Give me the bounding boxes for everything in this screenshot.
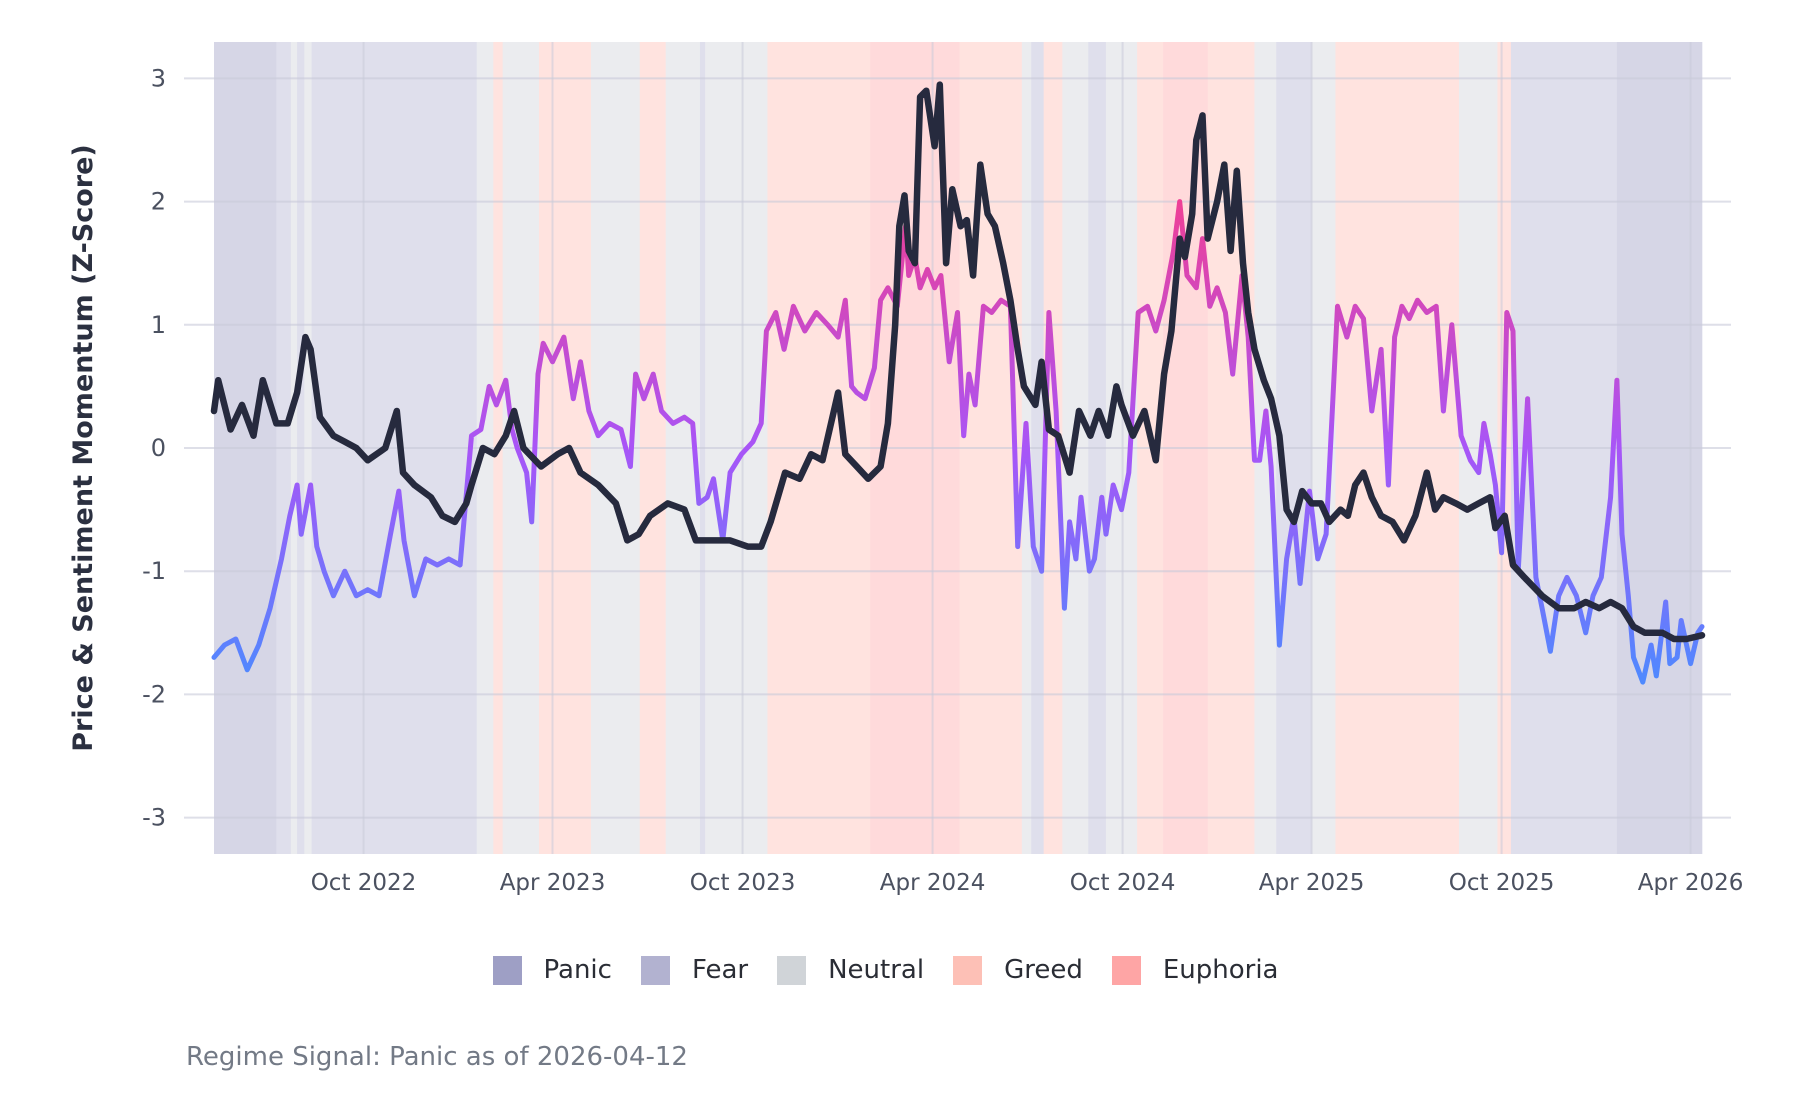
y-axis-label: Price & Sentiment Momentum (Z-Score) <box>68 144 99 752</box>
legend-label: Panic <box>543 955 612 985</box>
y-tick-label: 2 <box>151 188 166 216</box>
legend-item-euphoria[interactable]: Euphoria <box>1111 955 1293 985</box>
y-tick-label: 3 <box>151 64 166 92</box>
sentiment-momentum-line <box>211 199 1705 685</box>
legend-item-panic[interactable]: Panic <box>492 955 626 985</box>
x-tick-label: Apr 2023 <box>500 870 606 896</box>
legend-swatch <box>1111 955 1141 985</box>
x-tick-label: Oct 2022 <box>311 870 417 896</box>
y-tick-label: 1 <box>151 311 166 339</box>
legend: Panic Fear Neutral Greed Euphoria <box>0 955 1800 985</box>
legend-label: Greed <box>1004 955 1083 985</box>
x-tick-label: Oct 2025 <box>1449 870 1555 896</box>
x-tick-label: Oct 2023 <box>690 870 796 896</box>
legend-swatch <box>953 955 983 985</box>
legend-swatch <box>492 955 522 985</box>
y-tick-label: -2 <box>142 680 166 708</box>
legend-item-fear[interactable]: Fear <box>640 955 762 985</box>
x-axis-ticks: Oct 2022 Apr 2023 Oct 2023 Apr 2024 Oct 2024… <box>311 870 1744 896</box>
regime-signal-caption: Regime Signal: Panic as of 2026-04-12 <box>186 1042 688 1072</box>
x-tick-label: Apr 2025 <box>1259 870 1365 896</box>
legend-label: Fear <box>691 955 749 985</box>
y-tick-label: 0 <box>151 434 166 462</box>
legend-item-greed[interactable]: Greed <box>953 955 1097 985</box>
y-tick-label: -3 <box>142 804 166 832</box>
x-tick-label: Apr 2026 <box>1638 870 1744 896</box>
price-momentum-line <box>210 81 1706 643</box>
legend-item-neutral[interactable]: Neutral <box>777 955 938 985</box>
legend-label: Neutral <box>828 955 925 985</box>
x-tick-label: Apr 2024 <box>880 870 986 896</box>
series-layer <box>210 81 1706 685</box>
legend-swatch <box>640 955 670 985</box>
y-tick-label: -1 <box>142 557 166 585</box>
legend-label: Euphoria <box>1162 955 1279 985</box>
x-tick-label: Oct 2024 <box>1070 870 1176 896</box>
y-axis-ticks: -3 -2 -1 0 1 2 3 <box>142 64 166 831</box>
legend-swatch <box>777 955 807 985</box>
